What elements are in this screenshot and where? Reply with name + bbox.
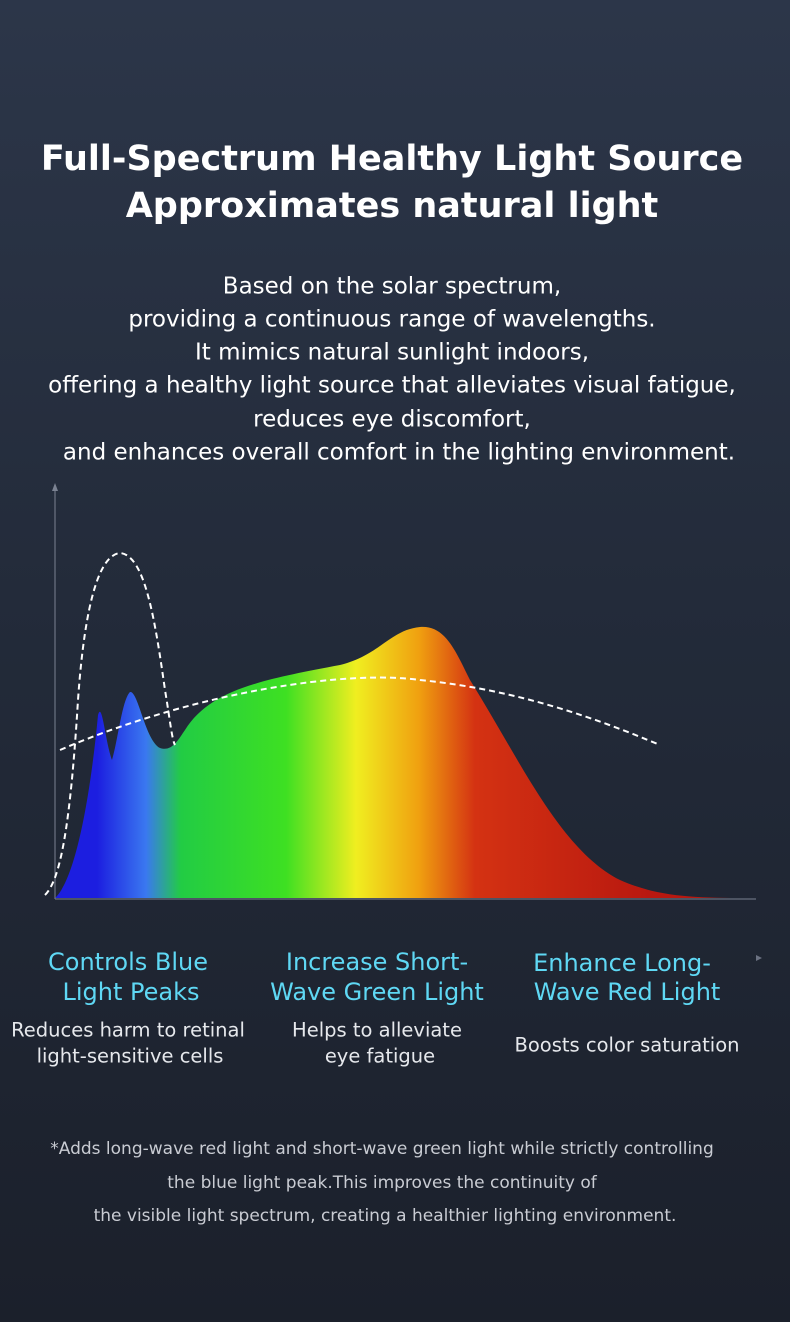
footnote: *Adds long-wave red light and short-wave…: [50, 1139, 714, 1159]
axis-arrow: [52, 483, 58, 491]
feature-heading: Enhance Long-: [533, 949, 711, 977]
feature-heading: Wave Red Light: [534, 978, 721, 1006]
description: providing a continuous range of waveleng…: [128, 307, 655, 333]
feature-text: Helps to alleviate: [292, 1019, 462, 1042]
description: and enhances overall comfort in the ligh…: [63, 440, 735, 466]
spectrum: [55, 626, 755, 898]
footnote: the blue light peak.This improves the co…: [167, 1173, 597, 1193]
description: It mimics natural sunlight indoors,: [195, 340, 589, 366]
feature-text: light-sensitive cells: [37, 1045, 224, 1068]
description: offering a healthy light source that all…: [48, 373, 736, 399]
blue-peak-curve: [44, 551, 176, 896]
feature-text: Reduces harm to retinal: [11, 1019, 245, 1042]
feature-heading: Light Peaks: [62, 978, 199, 1006]
footnote: the visible light spectrum, creating a h…: [94, 1206, 677, 1226]
title: Approximates natural light: [126, 186, 659, 226]
feature-heading: Wave Green Light: [270, 978, 484, 1006]
feature-heading: Increase Short-: [286, 948, 468, 976]
feature-text: eye fatigue: [325, 1045, 435, 1068]
arrow: [756, 955, 762, 961]
sunlight-curve: [59, 676, 661, 751]
feature-text: Boosts color saturation: [514, 1034, 739, 1057]
description: Based on the solar spectrum,: [223, 274, 561, 300]
description: reduces eye discomfort,: [253, 407, 531, 433]
title: Full-Spectrum Healthy Light Source: [41, 139, 743, 179]
feature-heading: Controls Blue: [48, 948, 208, 976]
